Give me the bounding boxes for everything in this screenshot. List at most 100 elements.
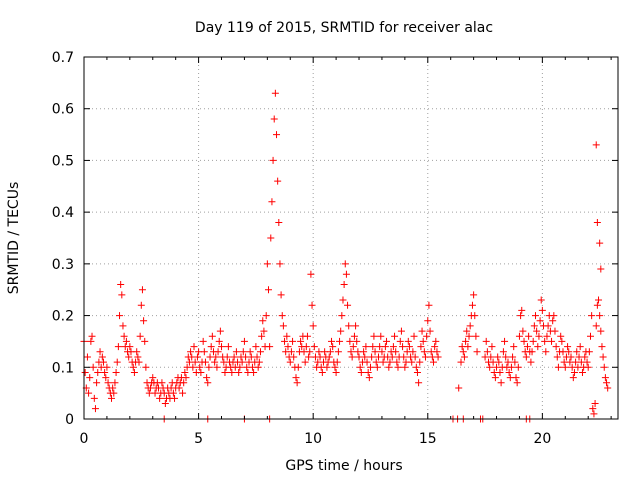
data-point [302,343,310,351]
data-point [373,363,381,371]
data-point [292,374,300,382]
data-point [197,368,205,376]
data-point [258,332,266,340]
data-point [133,348,141,356]
x-tick-label: 15 [419,431,437,447]
data-point [287,348,295,356]
data-point [199,337,207,345]
data-point [549,317,557,325]
data-point [537,296,545,304]
data-point [564,343,572,351]
data-point [120,332,128,340]
data-point [409,348,417,356]
data-point [171,394,179,402]
data-point [401,363,409,371]
data-point [286,358,294,366]
data-point [180,379,188,387]
data-point [119,322,127,330]
data-point [592,141,600,149]
axis-ticks [83,56,618,420]
data-point [366,363,374,371]
data-point [486,363,494,371]
data-point [214,348,222,356]
data-point [541,337,549,345]
data-point [345,322,353,330]
data-point [396,337,404,345]
data-point [339,296,347,304]
data-point [140,317,148,325]
data-point [596,239,604,247]
data-point [410,332,418,340]
data-point [416,358,424,366]
data-point [421,353,429,361]
data-point [255,358,263,366]
data-point [511,358,519,366]
data-point [141,337,149,345]
data-point [495,358,503,366]
data-point [102,374,110,382]
data-point [593,218,601,226]
data-point [349,343,357,351]
data-point [535,332,543,340]
data-point [310,343,318,351]
data-point [592,322,600,330]
data-point [309,322,317,330]
data-point [212,353,220,361]
data-point [268,198,276,206]
data-point [600,363,608,371]
data-point [224,343,232,351]
data-point [117,281,125,289]
data-point [86,374,94,382]
data-point [208,332,216,340]
data-point [274,177,282,185]
data-point [466,322,474,330]
data-point [488,343,496,351]
data-point [514,363,522,371]
data-point [138,286,146,294]
data-point [207,343,215,351]
data-point [136,332,144,340]
data-point [323,363,331,371]
data-point [221,368,229,376]
data-point [507,363,515,371]
data-point [83,353,91,361]
data-point [370,332,378,340]
data-point [405,343,413,351]
data-point [129,363,137,371]
data-point [515,332,523,340]
data-point [434,353,442,361]
data-point [597,327,605,335]
data-point [104,379,112,387]
data-point [308,301,316,309]
data-point [596,312,604,320]
data-point [517,312,525,320]
data-point [361,353,369,361]
data-point [96,348,104,356]
data-point [426,327,434,335]
data-point [122,337,130,345]
data-point [432,337,440,345]
data-point [142,363,150,371]
data-point [203,374,211,382]
data-point [279,322,287,330]
data-point [583,358,591,366]
data-point [125,353,133,361]
data-point [473,348,481,356]
data-point [352,322,360,330]
data-points [80,89,612,423]
x-tick-label: 10 [304,431,322,447]
data-point [543,332,551,340]
data-point [81,368,89,376]
data-point [397,327,405,335]
y-tick-label: 0.4 [52,205,74,221]
data-point [283,332,291,340]
data-point [459,348,467,356]
data-point [468,301,476,309]
data-point [418,327,426,335]
data-point [536,317,544,325]
data-point [262,312,270,320]
data-point [518,306,526,314]
data-point [338,312,346,320]
data-point [392,348,400,356]
data-point [505,368,513,376]
